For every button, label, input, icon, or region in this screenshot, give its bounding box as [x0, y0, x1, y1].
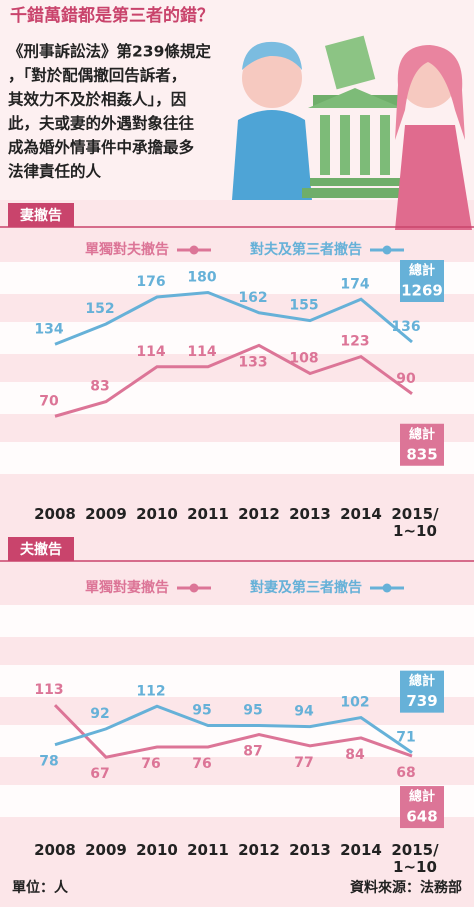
value-label: 174 — [340, 276, 369, 292]
intro-line: 成為婚外情事件中承擔最多 — [8, 138, 195, 157]
value-label: 94 — [294, 704, 314, 720]
total-label: 總計 — [409, 789, 435, 805]
intro-line: 此，夫或妻的外遇對象往往 — [8, 114, 195, 133]
legend-marker — [382, 583, 392, 593]
value-label: 180 — [187, 270, 216, 286]
series-line — [54, 704, 413, 754]
value-label: 70 — [39, 393, 59, 409]
x-tick-label: 2014 — [340, 505, 382, 523]
value-label: 95 — [192, 703, 211, 719]
total-value: 739 — [406, 692, 437, 710]
stripe — [0, 605, 474, 637]
section-label: 夫撤告 — [20, 541, 62, 558]
stripe — [0, 785, 474, 817]
value-label: 112 — [136, 683, 165, 699]
value-label: 71 — [396, 730, 415, 746]
x-tick-label: 2011 — [187, 505, 229, 523]
value-label: 92 — [90, 706, 109, 722]
intro-line: ，「對於配偶撤回告訴者， — [8, 66, 186, 85]
value-label: 176 — [136, 274, 165, 290]
value-label: 136 — [391, 319, 420, 335]
x-tick-label: 2012 — [238, 841, 280, 859]
series-line — [54, 343, 413, 418]
total-box — [400, 423, 444, 466]
intro-line: 法律責任的人 — [8, 162, 102, 181]
value-label: 133 — [238, 354, 267, 370]
value-label: 114 — [136, 344, 165, 360]
legend-marker — [382, 245, 392, 255]
stripe — [0, 442, 474, 474]
x-tick-label: 2009 — [85, 841, 127, 859]
total-box — [400, 260, 444, 302]
x-tick-label: 2010 — [136, 841, 178, 859]
section-box — [8, 537, 74, 561]
legend-label: 對妻及第三者撤告 — [250, 579, 362, 596]
value-label: 84 — [345, 747, 365, 763]
legend-marker — [189, 245, 199, 255]
x-tick-label: 2012 — [238, 505, 280, 523]
section-label: 妻撤告 — [20, 207, 62, 224]
stripe — [0, 262, 474, 294]
total-label: 總計 — [409, 426, 435, 442]
value-label: 78 — [39, 754, 58, 770]
intro-line: 其效力不及於相姦人」，因 — [8, 90, 186, 109]
x-tick-label: 2010 — [136, 505, 178, 523]
value-label: 108 — [289, 351, 318, 367]
value-label: 114 — [187, 344, 216, 360]
value-label: 152 — [85, 301, 114, 317]
x-tick-label: 2015/ 1~10 — [391, 505, 439, 540]
series-line — [54, 290, 413, 346]
value-label: 76 — [192, 756, 211, 772]
title: 千錯萬錯都是第三者的錯？ — [10, 5, 214, 26]
x-tick-label: 2013 — [289, 841, 331, 859]
total-value: 835 — [406, 445, 437, 463]
illustration — [232, 35, 472, 230]
footer-source: 資料來源：法務部 — [350, 879, 462, 896]
legend-label: 單獨對夫撤告 — [85, 241, 169, 258]
total-value: 1269 — [401, 282, 443, 300]
x-tick-label: 2013 — [289, 505, 331, 523]
x-tick-label: 2008 — [34, 505, 76, 523]
value-label: 162 — [238, 290, 267, 306]
value-label: 123 — [340, 334, 369, 350]
value-label: 113 — [34, 682, 63, 698]
total-label: 總計 — [409, 673, 435, 689]
value-label: 87 — [243, 744, 262, 760]
x-tick-label: 2014 — [340, 841, 382, 859]
x-tick-label: 2009 — [85, 505, 127, 523]
value-label: 90 — [396, 371, 416, 387]
section-box — [8, 203, 74, 227]
series-line — [53, 704, 413, 759]
total-label: 總計 — [409, 263, 435, 279]
value-label: 134 — [34, 321, 63, 337]
value-label: 76 — [141, 756, 160, 772]
legend-marker — [189, 583, 199, 593]
x-tick-label: 2011 — [187, 841, 229, 859]
value-label: 155 — [289, 298, 318, 314]
legend-label: 對夫及第三者撤告 — [250, 241, 362, 258]
value-label: 77 — [294, 755, 313, 771]
stripe — [0, 665, 474, 697]
footer-unit: 單位：人 — [12, 879, 69, 896]
total-value: 648 — [406, 808, 437, 826]
total-box — [400, 670, 444, 713]
value-label: 68 — [396, 765, 415, 781]
x-tick-label: 2015/ 1~10 — [391, 841, 439, 876]
value-label: 95 — [243, 703, 262, 719]
value-label: 67 — [90, 766, 109, 782]
intro-line: 《刑事訴訟法》第239條規定 — [8, 42, 211, 61]
total-box — [400, 786, 444, 829]
legend-label: 單獨對妻撤告 — [85, 579, 169, 596]
x-tick-label: 2008 — [34, 841, 76, 859]
value-label: 83 — [90, 379, 109, 395]
value-label: 102 — [340, 695, 369, 711]
